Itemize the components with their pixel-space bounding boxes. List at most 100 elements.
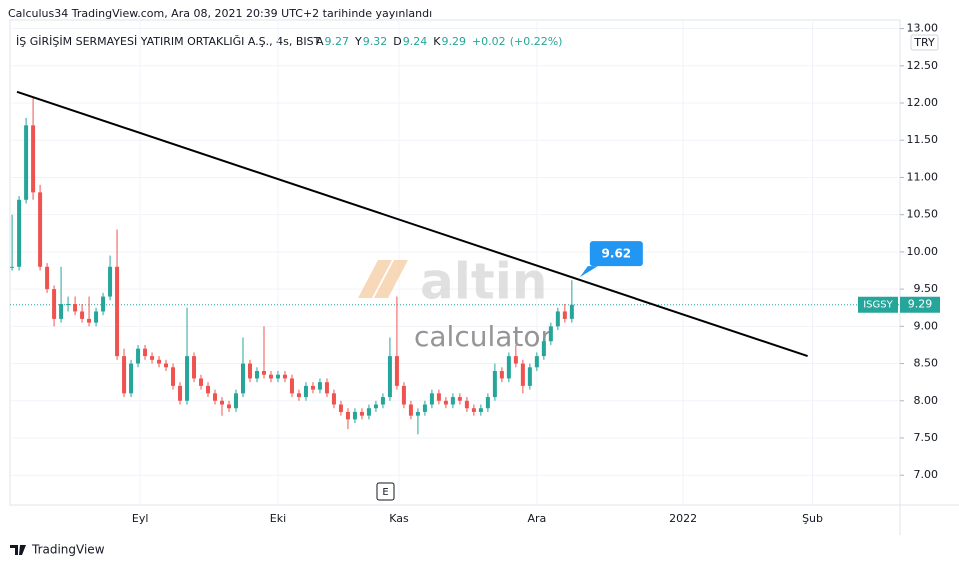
- footer: TradingView: [10, 543, 105, 557]
- candle-body: [317, 382, 322, 390]
- candle-body: [513, 356, 518, 364]
- candle-body: [450, 397, 455, 405]
- candle-body: [457, 397, 462, 401]
- candle-body: [443, 400, 448, 405]
- change: +0.02: [472, 35, 506, 48]
- candle-body: [401, 385, 406, 405]
- candle-body: [366, 408, 371, 416]
- symbol-label: ISGSY: [863, 300, 893, 311]
- candle-body: [562, 311, 567, 319]
- candle-body: [261, 371, 266, 375]
- x-tick-label: Eki: [270, 512, 286, 525]
- plot-area: [9, 19, 901, 506]
- candle-body: [143, 348, 148, 357]
- candle-body: [303, 385, 308, 398]
- y-tick-label: 9.00: [914, 319, 939, 332]
- symbol-badge: [858, 296, 898, 313]
- candle-body: [66, 304, 71, 306]
- candle-body: [115, 266, 120, 357]
- candle-body: [359, 411, 364, 416]
- candle-body: [569, 304, 574, 319]
- candle-body: [310, 385, 315, 390]
- candle-body: [122, 356, 127, 394]
- candle-body: [80, 311, 85, 319]
- ohlc-key: A: [316, 35, 324, 48]
- candle-body: [73, 304, 78, 312]
- candle-body: [213, 393, 218, 401]
- callout-pointer: [579, 266, 598, 278]
- candle-body: [373, 404, 378, 409]
- y-tick-label: 12.00: [907, 96, 939, 109]
- candle-body: [345, 411, 350, 420]
- candle-body: [485, 397, 490, 409]
- y-tick-label: 11.50: [907, 133, 939, 146]
- symbol-title: İŞ GİRİŞİM SERMAYESİ YATIRIM ORTAKLIĞI A…: [16, 35, 321, 48]
- candle-body: [192, 356, 197, 379]
- ohlc-value: 9.24: [403, 35, 428, 48]
- last-price-badge: [900, 296, 940, 313]
- x-tick-label: 2022: [669, 512, 697, 525]
- x-tick-label: Eyl: [132, 512, 149, 525]
- y-tick-label: 13.00: [907, 22, 939, 35]
- candle-body: [408, 404, 413, 416]
- candle-body: [171, 367, 176, 386]
- candle-body: [240, 363, 245, 394]
- candle-body: [555, 311, 560, 327]
- candle-body: [157, 359, 162, 364]
- candle-body: [331, 393, 336, 405]
- candle-body: [275, 374, 280, 379]
- candle-body: [478, 408, 483, 412]
- y-tick-label: 7.00: [914, 468, 939, 481]
- candle-body: [324, 382, 329, 394]
- candle-body: [185, 356, 190, 401]
- event-marker: E: [382, 487, 388, 498]
- candle-body: [136, 348, 141, 364]
- last-price-label: 9.29: [908, 298, 933, 311]
- candle-body: [94, 311, 99, 323]
- candle-body: [17, 199, 22, 267]
- change-percent: (+0.22%): [510, 35, 563, 48]
- candle-body: [129, 363, 134, 394]
- candle-body: [38, 192, 43, 267]
- candle-body: [422, 404, 427, 412]
- x-tick-label: Ara: [527, 512, 546, 525]
- y-tick-label: 8.00: [914, 394, 939, 407]
- candle-body: [289, 378, 294, 394]
- currency-badge: [910, 34, 939, 51]
- candle-body: [471, 408, 476, 412]
- y-tick-label: 12.50: [907, 59, 939, 72]
- currency: TRY: [913, 36, 935, 49]
- callout-label: 9.62: [602, 247, 632, 261]
- watermark-brand: altin: [420, 253, 548, 311]
- candle-body: [101, 296, 106, 312]
- candle-body: [352, 411, 357, 420]
- candles: [10, 97, 574, 435]
- candle-body: [233, 393, 238, 409]
- ohlc-key: D: [393, 35, 401, 48]
- candle-body: [52, 289, 57, 319]
- candle-body: [499, 371, 504, 379]
- candle-body: [548, 326, 553, 342]
- y-tick-label: 10.00: [907, 245, 939, 258]
- candle-body: [380, 397, 385, 405]
- candle-body: [527, 367, 532, 386]
- candle-body: [31, 125, 36, 193]
- candle-body: [45, 266, 50, 290]
- ohlc-value: 9.29: [441, 35, 466, 48]
- candle-body: [387, 356, 392, 398]
- candle-body: [534, 356, 539, 368]
- candle-body: [150, 356, 155, 360]
- candle-body: [206, 385, 211, 394]
- candle-body: [429, 393, 434, 405]
- logo: [10, 545, 26, 555]
- candle-body: [415, 411, 420, 416]
- watermark-logo: [358, 260, 408, 298]
- candle-body: [87, 318, 92, 323]
- candle-body: [492, 371, 497, 398]
- y-tick-label: 9.50: [914, 282, 939, 295]
- candle-body: [394, 356, 399, 386]
- candle-body: [164, 363, 169, 368]
- candle-body: [268, 374, 273, 379]
- ohlc-key: K: [433, 35, 441, 48]
